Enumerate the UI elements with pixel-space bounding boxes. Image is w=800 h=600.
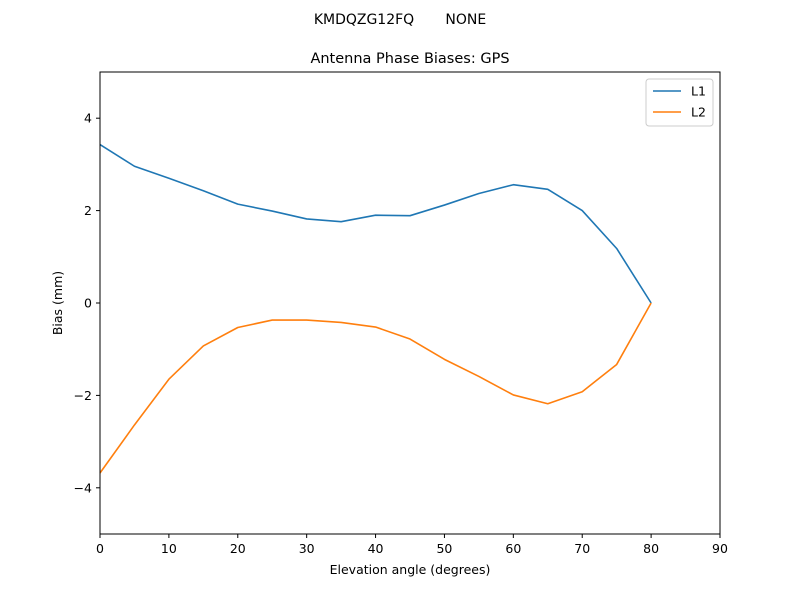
x-tick-label: 70	[574, 541, 590, 556]
series-line-l1	[99, 143, 652, 304]
y-axis: −4 −2 0 2 4	[74, 111, 100, 495]
series-line-l2	[99, 302, 652, 474]
series-layer	[99, 143, 652, 474]
y-tick-label: −4	[74, 480, 92, 495]
x-axis-label: Elevation angle (degrees)	[330, 562, 491, 577]
y-axis-label: Bias (mm)	[50, 271, 65, 335]
chart-title: Antenna Phase Biases: GPS	[310, 51, 509, 67]
y-tick-label: 2	[84, 203, 92, 218]
y-tick-label: 4	[84, 111, 92, 126]
x-tick-label: 90	[712, 541, 728, 556]
x-tick-label: 30	[299, 541, 315, 556]
x-tick-label: 60	[505, 541, 521, 556]
legend-label-l2: L2	[691, 105, 706, 120]
y-tick-label: −2	[74, 388, 92, 403]
x-tick-label: 20	[230, 541, 246, 556]
y-tick-label: 0	[84, 296, 92, 311]
figure-suptitle: KMDQZG12FQ NONE	[314, 12, 486, 28]
legend-label-l1: L1	[691, 84, 706, 99]
x-axis: 0 10 20 30 40 50 60 70 80 90	[96, 534, 728, 556]
x-tick-label: 50	[436, 541, 452, 556]
x-tick-label: 40	[368, 541, 384, 556]
x-tick-label: 0	[96, 541, 104, 556]
x-tick-label: 80	[643, 541, 659, 556]
x-tick-label: 10	[161, 541, 177, 556]
